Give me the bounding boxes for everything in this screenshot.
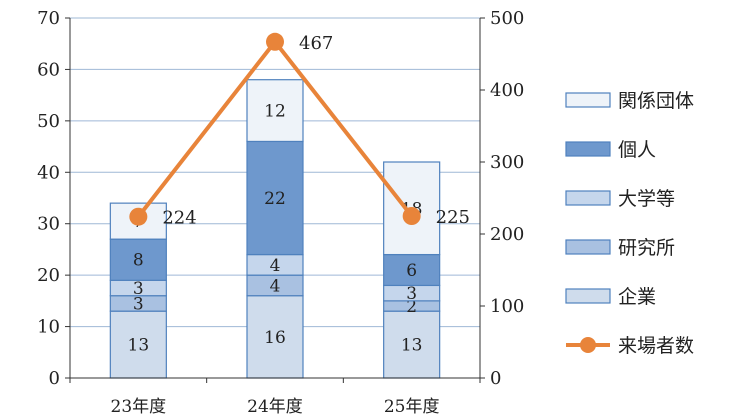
- y2-tick-label: 400: [490, 80, 524, 101]
- data-label: 13: [401, 336, 423, 356]
- data-label: 4: [270, 256, 281, 276]
- x-tick-label: 23年度: [111, 397, 167, 417]
- data-label: 3: [133, 279, 144, 299]
- data-label: 6: [406, 261, 417, 281]
- bar-segment: [383, 310, 441, 379]
- legend-label: 企業: [618, 286, 656, 308]
- data-label: 3: [406, 284, 417, 304]
- line-data-label: 467: [299, 33, 333, 54]
- legend-label: 大学等: [618, 188, 675, 210]
- legend-swatch: [565, 190, 611, 206]
- legend-label: 関係団体: [618, 90, 694, 112]
- legend-swatch: [565, 141, 611, 157]
- x-tick-label: 24年度: [247, 397, 303, 417]
- line-point: [266, 32, 284, 51]
- legend-marker: [580, 337, 596, 353]
- y-tick-label: 10: [37, 317, 60, 338]
- data-label: 3: [133, 294, 144, 314]
- bars: 133387164422121323618: [109, 79, 441, 379]
- line-point: [129, 207, 148, 226]
- y2-tick-label: 300: [490, 152, 524, 173]
- y-tick-label: 30: [37, 214, 60, 235]
- data-label: 4: [270, 276, 281, 296]
- x-tick-label: 25年度: [384, 397, 440, 417]
- y-tick-label: 50: [37, 111, 60, 132]
- legend-label: 個人: [618, 139, 656, 161]
- legend-swatch: [565, 288, 611, 304]
- y-tick-label: 60: [37, 59, 60, 80]
- data-label: 2: [406, 297, 417, 317]
- line-data-label: 225: [436, 207, 470, 228]
- data-label: 8: [133, 251, 144, 271]
- y2-tick-label: 200: [490, 224, 524, 245]
- y-tick-label: 70: [37, 8, 60, 29]
- data-label: 13: [128, 336, 150, 356]
- axes: 0 10 20 30 40 50 60 70 0 100 200 300 400 500 23年度 24年度 2…: [37, 8, 524, 417]
- y2-tick-label: 0: [490, 368, 501, 389]
- y-tick-label: 0: [49, 368, 60, 389]
- y-tick-label: 20: [37, 265, 60, 286]
- legend-label: 来場者数: [618, 335, 694, 357]
- line-data-label: 224: [162, 208, 196, 229]
- data-label: 16: [264, 328, 286, 348]
- line-point: [402, 207, 421, 225]
- legend-swatch: [565, 239, 611, 255]
- bar-segment: [246, 79, 304, 143]
- legend-label: 研究所: [618, 237, 675, 259]
- data-label: 22: [264, 189, 286, 209]
- data-label: 12: [264, 102, 286, 122]
- visitor-line: 224 467 225: [129, 32, 470, 229]
- bar-segment: [383, 253, 441, 287]
- y-tick-label: 40: [37, 162, 60, 183]
- legend-swatch: [565, 92, 611, 108]
- y2-tick-label: 500: [490, 8, 524, 29]
- y2-tick-label: 100: [490, 296, 524, 317]
